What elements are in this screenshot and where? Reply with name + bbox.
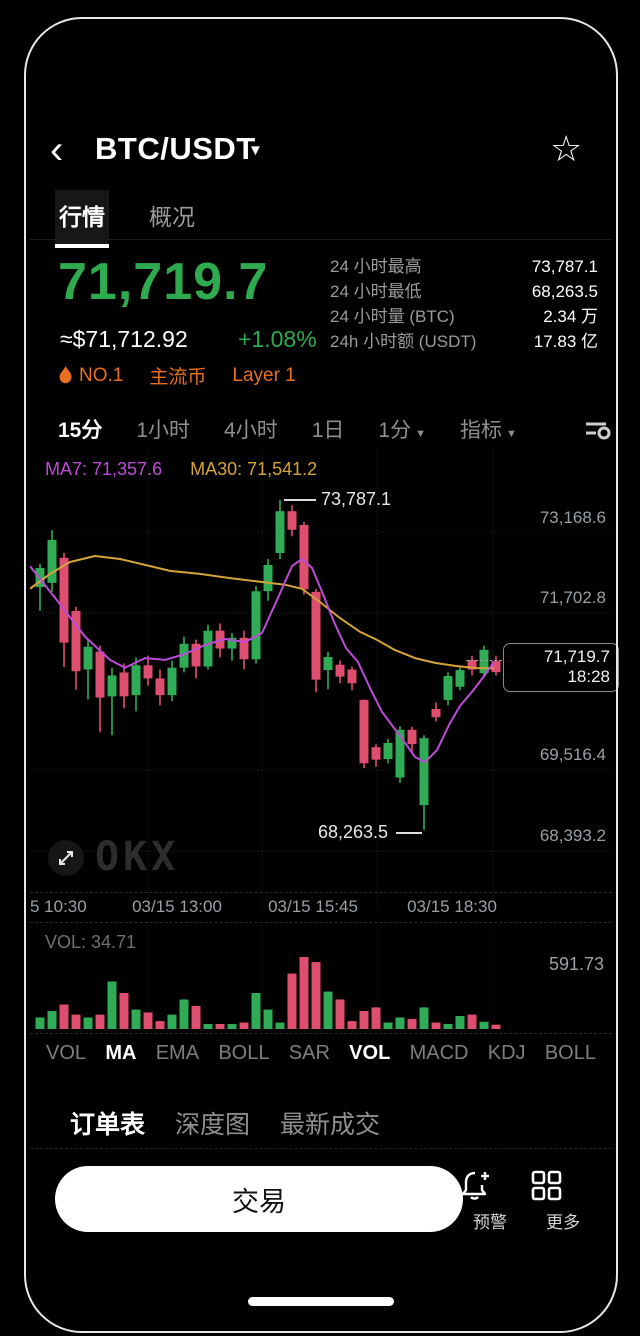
home-indicator (248, 1297, 394, 1306)
orderbook-tabs: 订单表 深度图 最新成交 (70, 1105, 380, 1141)
tabs-separator (30, 239, 612, 240)
category-badge[interactable]: 主流币 (149, 362, 206, 389)
volume-label: VOL: 34.71 (45, 932, 137, 952)
approx-usd: ≈$71,712.92 (60, 326, 188, 352)
top-tabs: 行情 概况 (55, 190, 199, 248)
stat-label: 24 小时最高 (330, 257, 422, 276)
timeframe-row: 15分 1小时 4小时 1日 1分 ▼ 指标 ▼ (58, 414, 612, 444)
trade-button[interactable]: 交易 (55, 1166, 463, 1232)
chevron-down-icon: ▼ (506, 428, 517, 440)
high-annotation: 73,787.1 (321, 489, 392, 509)
last-price: 71,719.7 (58, 253, 269, 311)
x-axis-tick: 03/15 18:30 (407, 897, 497, 916)
x-axis-separator (30, 892, 612, 893)
timeframe-15m[interactable]: 15分 (58, 419, 103, 442)
more-button[interactable]: 更多 (528, 1168, 598, 1233)
x-axis-tick: 03/15 13:00 (132, 897, 222, 916)
last-price-tag[interactable]: 71,719.7 18:28 (503, 643, 619, 692)
indicator-vol-main[interactable]: VOL (46, 1042, 87, 1064)
ma7-label: MA7: 71,357.6 (45, 459, 163, 479)
bottom-tabs-separator (30, 1148, 612, 1149)
indicator-ema[interactable]: EMA (155, 1042, 200, 1064)
fullscreen-button[interactable] (48, 840, 84, 876)
back-icon[interactable]: ‹ (50, 128, 64, 172)
indicator-row: VOL MA EMA BOLL SAR VOL MACD KDJ BOLL (30, 1042, 612, 1065)
pair-title[interactable]: BTC/USDT (95, 131, 256, 166)
high-annotation-line (284, 499, 316, 501)
stats-panel: 24 小时最高 73,787.1 24 小时最低 68,263.5 24 小时量 (… (330, 254, 598, 354)
expand-icon (59, 851, 73, 865)
stat-row: 24 小时最高 73,787.1 (330, 254, 598, 279)
stat-label: 24 小时量 (BTC) (330, 307, 455, 326)
low-annotation: 68,263.5 (318, 822, 389, 842)
stat-value: 73,787.1 (531, 257, 598, 276)
stat-value: 17.83 亿 (533, 332, 598, 351)
okx-watermark: OKX (95, 834, 180, 880)
bell-plus-icon (461, 1171, 489, 1200)
indicator-sar[interactable]: SAR (288, 1042, 330, 1064)
tab-overview[interactable]: 概况 (149, 204, 195, 230)
indicator-kdj[interactable]: KDJ (487, 1042, 526, 1064)
last-price-tag-time: 18:28 (567, 667, 610, 686)
alert-label: 预警 (473, 1213, 507, 1232)
volume-separator-bottom (30, 1033, 612, 1034)
low-annotation-line (396, 832, 422, 834)
grid-icon (531, 1170, 562, 1201)
x-axis-tick: 5 10:30 (30, 897, 87, 916)
layer-badge[interactable]: Layer 1 (232, 365, 295, 387)
stat-value: 68,263.5 (531, 282, 598, 301)
favorite-star-icon[interactable]: ☆ (550, 128, 583, 169)
tab-market[interactable]: 行情 (55, 190, 109, 248)
stat-row: 24h 小时额 (USDT) 17.83 亿 (330, 329, 598, 354)
change-percent: +1.08% (238, 326, 317, 352)
y-axis-tick: 68,393.2 (539, 826, 606, 845)
timeframe-more[interactable]: 1分 ▼ (378, 419, 426, 442)
badge-label: Layer 1 (232, 364, 296, 386)
y-axis-tick: 73,168.6 (539, 508, 606, 527)
volume-separator-top (30, 922, 612, 923)
stat-label: 24h 小时额 (USDT) (330, 332, 477, 351)
indicator-macd[interactable]: MACD (409, 1042, 469, 1064)
timeframe-4h[interactable]: 4小时 (224, 419, 278, 442)
flame-icon (59, 366, 72, 384)
chart-settings-icon[interactable] (584, 417, 612, 441)
rank-badge[interactable]: NO.1 (58, 365, 123, 387)
more-label: 更多 (546, 1213, 580, 1232)
chevron-down-icon: ▼ (415, 428, 426, 440)
tab-depth-chart[interactable]: 深度图 (175, 1111, 251, 1139)
tab-latest-trades[interactable]: 最新成交 (280, 1111, 381, 1139)
candlestick-chart[interactable] (30, 450, 612, 915)
stat-row: 24 小时最低 68,263.5 (330, 279, 598, 304)
timeframe-1d[interactable]: 1日 (311, 419, 345, 442)
indicator-boll2[interactable]: BOLL (544, 1042, 596, 1064)
stat-value: 2.34 万 (543, 307, 598, 326)
stat-row: 24 小时量 (BTC) 2.34 万 (330, 304, 598, 329)
tab-order-book[interactable]: 订单表 (70, 1111, 146, 1139)
x-axis-tick: 03/15 15:45 (268, 897, 358, 916)
pair-dropdown-icon[interactable]: ▼ (248, 142, 263, 159)
ma30-label: MA30: 71,541.2 (190, 459, 318, 479)
volume-axis-max: 591.73 (548, 954, 604, 974)
indicator-menu[interactable]: 指标 ▼ (460, 419, 517, 442)
y-axis-tick: 71,702.8 (539, 588, 606, 607)
chart-settings-glyph (586, 422, 611, 440)
badge-label: NO.1 (79, 364, 124, 386)
indicator-ma[interactable]: MA (105, 1042, 137, 1064)
y-axis-tick: 69,516.4 (539, 745, 606, 764)
indicator-boll[interactable]: BOLL (218, 1042, 270, 1064)
stat-label: 24 小时最低 (330, 282, 422, 301)
alert-button[interactable]: 预警 (455, 1168, 525, 1233)
ma-legend: MA7: 71,357.6 MA30: 71,541.2 (45, 459, 317, 480)
last-price-tag-price: 71,719.7 (543, 647, 610, 666)
timeframe-1h[interactable]: 1小时 (136, 419, 191, 442)
badge-label: 主流币 (149, 367, 207, 388)
volume-chart[interactable] (30, 925, 612, 1033)
last-price-dash (466, 660, 502, 661)
indicator-vol-sub[interactable]: VOL (349, 1042, 391, 1064)
badge-row: NO.1 主流币 Layer 1 (58, 362, 296, 389)
